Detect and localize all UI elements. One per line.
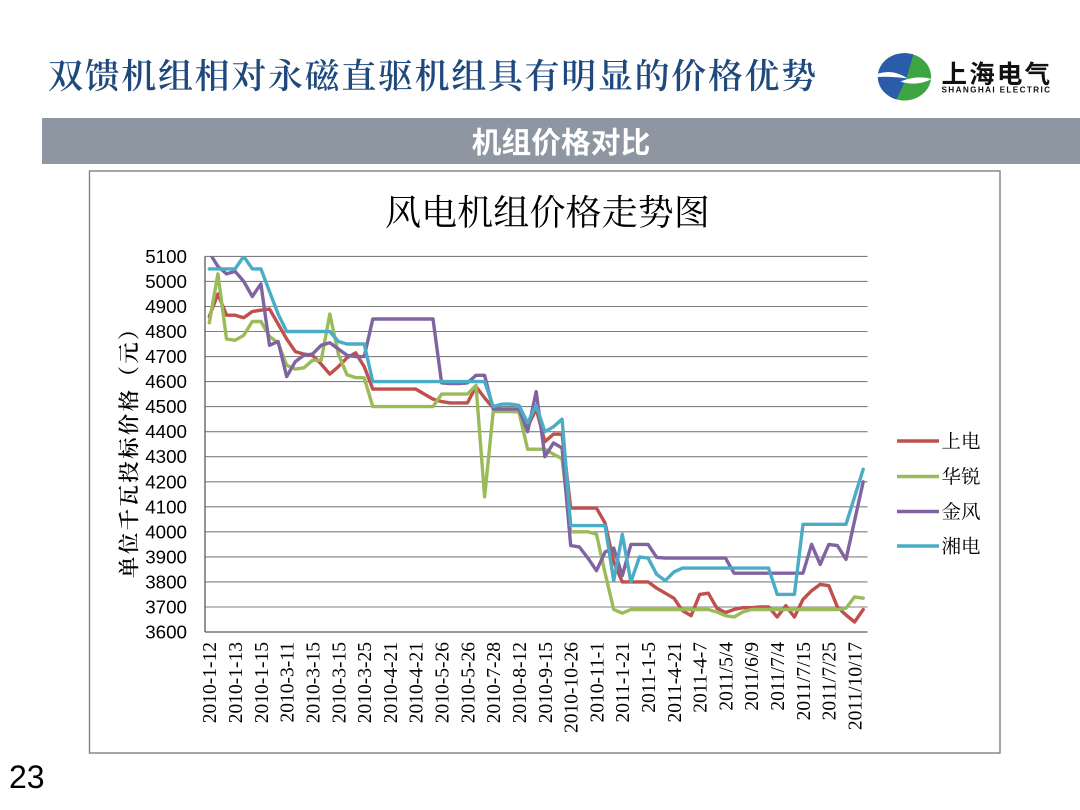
svg-text:2010-5-26: 2010-5-26	[458, 642, 479, 723]
svg-text:3700: 3700	[145, 597, 187, 618]
svg-text:2011-1-21: 2011-1-21	[613, 642, 634, 723]
svg-text:3800: 3800	[145, 571, 187, 592]
svg-text:2011/7/15: 2011/7/15	[794, 642, 815, 720]
svg-text:4100: 4100	[145, 496, 187, 517]
svg-text:2010-1-13: 2010-1-13	[226, 642, 247, 723]
svg-text:2010-1-15: 2010-1-15	[252, 642, 273, 723]
svg-text:2010-8-12: 2010-8-12	[510, 642, 531, 723]
svg-text:2010-4-21: 2010-4-21	[407, 642, 428, 723]
svg-text:4200: 4200	[145, 471, 187, 492]
svg-text:2010-3-11: 2010-3-11	[278, 642, 299, 723]
svg-text:4500: 4500	[145, 396, 187, 417]
svg-text:2010-3-25: 2010-3-25	[355, 642, 376, 723]
svg-text:2011/10/17: 2011/10/17	[846, 642, 867, 730]
svg-text:4800: 4800	[145, 321, 187, 342]
svg-text:2011/5/4: 2011/5/4	[716, 642, 737, 711]
svg-text:2010-10-26: 2010-10-26	[562, 642, 583, 733]
svg-text:2011/7/4: 2011/7/4	[768, 642, 789, 711]
svg-text:4000: 4000	[145, 521, 187, 542]
svg-text:3600: 3600	[145, 622, 187, 643]
svg-text:2011-1-5: 2011-1-5	[639, 642, 660, 713]
svg-text:23: 23	[9, 759, 45, 795]
svg-text:2011/7/25: 2011/7/25	[820, 642, 841, 720]
svg-text:2011-4-7: 2011-4-7	[691, 642, 712, 713]
svg-text:4700: 4700	[145, 346, 187, 367]
svg-text:2010-5-26: 2010-5-26	[433, 642, 454, 723]
svg-text:2010-4-21: 2010-4-21	[381, 642, 402, 723]
svg-text:4400: 4400	[145, 421, 187, 442]
svg-text:2010-1-12: 2010-1-12	[200, 642, 221, 723]
svg-text:2010-3-15: 2010-3-15	[329, 642, 350, 723]
svg-text:5000: 5000	[145, 271, 187, 292]
svg-text:2010-11-1: 2010-11-1	[587, 642, 608, 723]
svg-text:4300: 4300	[145, 446, 187, 467]
svg-text:2010-7-28: 2010-7-28	[484, 642, 505, 723]
svg-text:4600: 4600	[145, 371, 187, 392]
svg-text:2011-4-21: 2011-4-21	[665, 642, 686, 723]
svg-text:3900: 3900	[145, 546, 187, 567]
svg-text:2010-9-15: 2010-9-15	[536, 642, 557, 723]
svg-text:SHANGHAI ELECTRIC: SHANGHAI ELECTRIC	[942, 86, 1052, 95]
svg-text:2010-3-15: 2010-3-15	[303, 642, 324, 723]
svg-text:2011/6/9: 2011/6/9	[742, 642, 763, 711]
svg-text:5100: 5100	[145, 246, 187, 267]
svg-text:4900: 4900	[145, 296, 187, 317]
